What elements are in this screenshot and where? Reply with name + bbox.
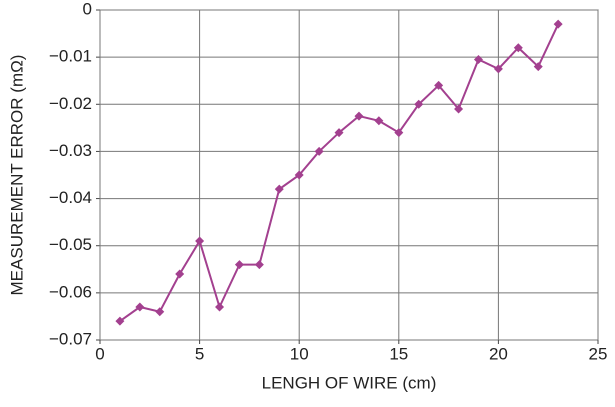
data-point [135, 302, 145, 312]
x-tick-label: 10 [290, 344, 309, 363]
x-tick-label: 20 [489, 344, 508, 363]
data-point [493, 64, 503, 74]
data-point [195, 236, 205, 246]
y-tick-label: −0.06 [49, 282, 92, 301]
data-point [294, 170, 304, 180]
y-tick-label: −0.07 [49, 329, 92, 348]
data-point [254, 260, 264, 270]
x-tick-label: 15 [389, 344, 408, 363]
y-tick-label: −0.01 [49, 47, 92, 66]
x-tick-label: 25 [589, 344, 608, 363]
y-tick-label: −0.02 [49, 94, 92, 113]
data-point [354, 111, 364, 121]
y-tick-label: 0 [83, 0, 92, 18]
data-point [414, 99, 424, 109]
data-point [394, 128, 404, 138]
data-point [234, 260, 244, 270]
data-point [454, 104, 464, 114]
x-axis-label: LENGH OF WIRE (cm) [262, 373, 437, 392]
x-tick-label: 0 [95, 344, 104, 363]
data-line [119, 23, 560, 322]
data-point [215, 302, 225, 312]
x-tick-label: 5 [195, 344, 204, 363]
y-tick-label: −0.05 [49, 235, 92, 254]
data-point [175, 269, 185, 279]
data-point [553, 19, 563, 29]
data-point [274, 184, 284, 194]
data-point [374, 116, 384, 126]
y-tick-label: −0.04 [49, 188, 92, 207]
data-point [115, 316, 125, 326]
y-tick-label: −0.03 [49, 141, 92, 160]
data-point [533, 62, 543, 72]
data-point [334, 128, 344, 138]
data-point [155, 307, 165, 317]
data-point [434, 80, 444, 90]
data-point [314, 146, 324, 156]
y-axis-label: MEASUREMENT ERROR (mΩ) [7, 55, 26, 296]
plot-frame [99, 9, 599, 341]
data-point [513, 43, 523, 53]
data-point [473, 55, 483, 64]
